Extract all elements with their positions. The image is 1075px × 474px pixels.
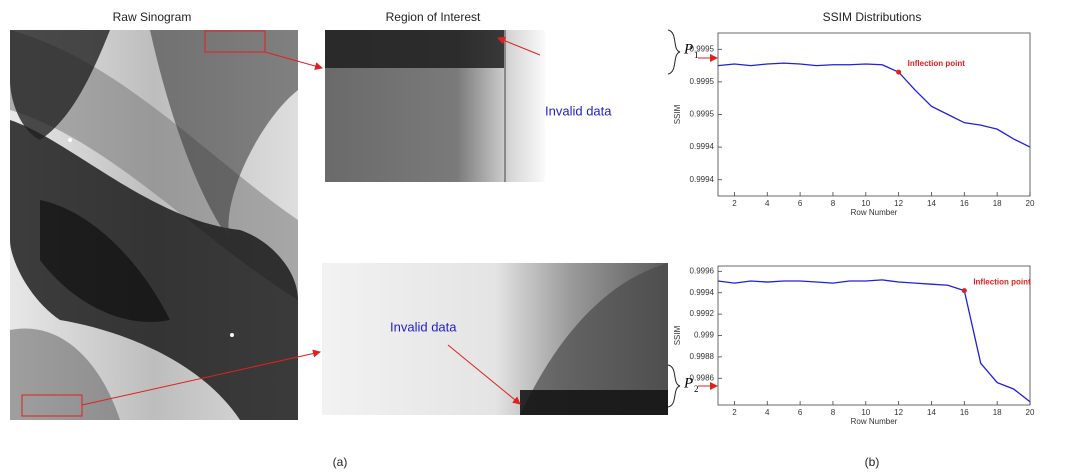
roi-image-top — [325, 30, 545, 182]
y-tick-label: 0.9994 — [690, 175, 715, 184]
x-tick-label: 16 — [960, 199, 969, 208]
x-tick-label: 10 — [861, 199, 870, 208]
p-subscript: 2 — [694, 384, 699, 394]
p-label: P — [683, 41, 693, 57]
brace — [667, 364, 681, 408]
y-axis-label: SSIM — [673, 325, 682, 345]
x-axis-label: Row Number — [851, 417, 898, 426]
y-tick-label: 0.9995 — [690, 110, 715, 119]
inflection-marker — [896, 69, 902, 75]
x-tick-label: 4 — [765, 408, 770, 417]
y-tick-label: 0.9992 — [690, 309, 715, 318]
annotation: Invalid data — [390, 319, 457, 334]
p-subscript: 1 — [694, 50, 699, 60]
x-tick-label: 18 — [993, 199, 1002, 208]
x-tick-label: 12 — [894, 408, 903, 417]
y-tick-label: 0.999 — [694, 331, 715, 340]
line-series — [717, 279, 1031, 403]
x-tick-label: 2 — [732, 408, 737, 417]
y-tick-label: 0.9988 — [690, 352, 715, 361]
y-tick-label: 0.9995 — [690, 44, 715, 53]
x-tick-label: 16 — [960, 408, 969, 417]
panel-title: Raw Sinogram — [113, 10, 192, 24]
p-label: P — [683, 375, 693, 391]
brace — [667, 29, 681, 75]
x-tick-label: 20 — [1026, 199, 1035, 208]
plot-frame — [717, 265, 1031, 406]
x-axis-label: Row Number — [851, 208, 898, 217]
x-tick-label: 20 — [1026, 408, 1035, 417]
annotation: Inflection point — [973, 278, 1031, 287]
y-tick-label: 0.9994 — [690, 288, 715, 297]
x-tick-label: 10 — [861, 408, 870, 417]
x-tick-label: 6 — [798, 199, 803, 208]
panel-label: (a) — [333, 455, 348, 469]
line-series — [717, 62, 1031, 148]
roi-image-bottom — [322, 263, 668, 415]
panel-title: SSIM Distributions — [823, 10, 922, 24]
y-axis-label: SSIM — [673, 104, 682, 124]
x-tick-label: 14 — [927, 408, 936, 417]
x-tick-label: 12 — [894, 199, 903, 208]
x-tick-label: 14 — [927, 199, 936, 208]
annotation: Invalid data — [545, 103, 612, 118]
x-tick-label: 8 — [831, 199, 836, 208]
x-tick-label: 18 — [993, 408, 1002, 417]
x-tick-label: 8 — [831, 408, 836, 417]
y-tick-label: 0.9996 — [690, 266, 715, 275]
panel-label: (b) — [865, 455, 880, 469]
y-tick-label: 0.9995 — [690, 77, 715, 86]
y-tick-label: 0.9986 — [690, 373, 715, 382]
x-tick-label: 6 — [798, 408, 803, 417]
panel-title: Region of Interest — [386, 10, 481, 24]
x-tick-label: 2 — [732, 199, 737, 208]
plot-frame — [717, 32, 1031, 197]
inflection-marker — [961, 288, 967, 294]
x-tick-label: 4 — [765, 199, 770, 208]
y-tick-label: 0.9994 — [690, 142, 715, 151]
annotation: Inflection point — [908, 59, 966, 68]
sinogram-image — [10, 30, 323, 420]
